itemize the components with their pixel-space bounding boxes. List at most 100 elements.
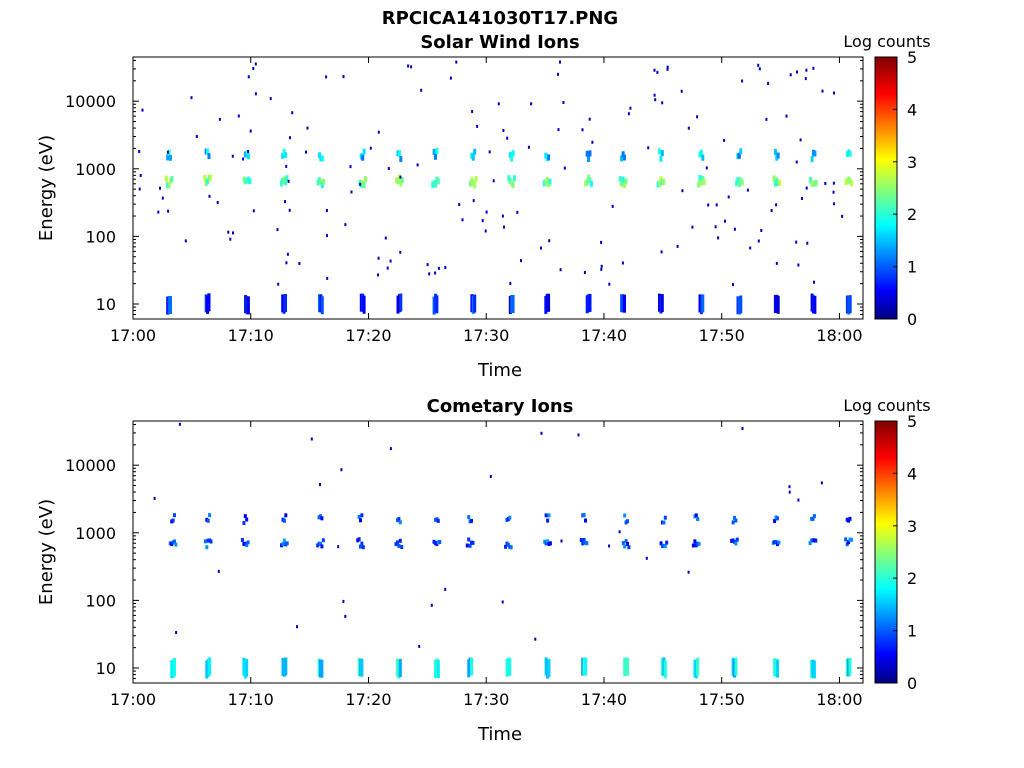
heatmap-cell	[342, 75, 345, 79]
heatmap-cell	[285, 261, 288, 265]
heatmap-cell	[242, 157, 245, 161]
heatmap-cell	[207, 153, 211, 160]
colorbar-tick-label: 1	[907, 622, 917, 641]
heatmap-cell	[174, 542, 178, 547]
heatmap-cell	[386, 266, 389, 270]
heatmap-cell	[588, 150, 592, 157]
heatmap-cell	[468, 543, 472, 548]
heatmap-cell	[320, 544, 324, 549]
heatmap-cell	[305, 150, 307, 154]
heatmap-cell	[850, 180, 854, 187]
heatmap-cell	[326, 276, 329, 280]
heatmap-cell	[654, 98, 657, 102]
heatmap-cell	[626, 541, 629, 546]
heatmap-cell	[660, 250, 663, 254]
heatmap-cell	[600, 240, 603, 244]
colorbar-tick-label: 5	[907, 48, 917, 67]
heatmap-cell	[435, 295, 439, 314]
heatmap-cell	[693, 539, 697, 544]
heatmap-cell	[629, 106, 632, 110]
heatmap-cell	[581, 128, 584, 132]
heatmap-cell	[544, 541, 548, 546]
heatmap-cell	[377, 256, 380, 260]
plot-area	[133, 421, 863, 683]
heatmap-cell	[438, 540, 442, 544]
heatmap-cell	[741, 79, 744, 83]
heatmap-cell	[325, 209, 328, 212]
heatmap-cell	[242, 521, 246, 525]
heatmap-cell	[681, 189, 684, 193]
heatmap-cell	[153, 496, 156, 500]
heatmap-cell	[349, 165, 352, 169]
heatmap-cell	[624, 539, 628, 544]
heatmap-cell	[723, 138, 726, 142]
heatmap-cell	[416, 163, 419, 167]
heatmap-cell	[777, 540, 781, 545]
heatmap-cell	[848, 295, 852, 314]
heatmap-cell	[735, 537, 739, 542]
heatmap-cell	[765, 117, 768, 121]
x-tick-label: 17:20	[345, 326, 391, 345]
heatmap-cell	[195, 135, 198, 138]
heatmap-cell	[291, 111, 294, 115]
heatmap-cell	[173, 539, 176, 544]
heatmap-cell	[161, 196, 164, 200]
heatmap-cell	[467, 537, 471, 542]
heatmap-cell	[511, 150, 515, 157]
heatmap-cell	[364, 176, 367, 183]
x-tick-label: 17:00	[110, 690, 156, 709]
heatmap-cell	[509, 281, 512, 285]
heatmap-cell	[758, 67, 761, 71]
heatmap-cell	[548, 239, 551, 243]
heatmap-cell	[138, 150, 141, 153]
heatmap-cell	[608, 544, 611, 548]
heatmap-cell	[546, 518, 550, 523]
heatmap-cell	[227, 230, 230, 234]
heatmap-cell	[699, 179, 703, 186]
heatmap-cell	[340, 468, 343, 472]
heatmap-cell	[559, 268, 562, 272]
heatmap-cell	[207, 293, 211, 312]
heatmap-cell	[627, 545, 631, 550]
heatmap-cell	[776, 152, 780, 159]
heatmap-cell	[559, 60, 561, 64]
heatmap-cell	[157, 210, 160, 214]
heatmap-cell	[437, 266, 440, 270]
heatmap-cell	[247, 150, 250, 153]
heatmap-cell	[848, 516, 852, 521]
colorbar-label: Log counts	[843, 32, 930, 51]
heatmap-cell	[809, 177, 813, 183]
heatmap-cell	[508, 152, 512, 159]
heatmap-cell	[455, 60, 458, 64]
heatmap-cell	[203, 174, 207, 181]
heatmap-cell	[282, 538, 286, 543]
heatmap-cell	[645, 556, 648, 560]
heatmap-cell	[805, 68, 808, 72]
heatmap-cell	[209, 539, 213, 544]
heatmap-cell	[820, 481, 823, 485]
heatmap-cell	[310, 437, 313, 441]
heatmap-cell	[511, 295, 515, 313]
heatmap-cell	[501, 214, 504, 218]
heatmap-cell	[660, 150, 664, 157]
heatmap-cell	[544, 513, 548, 518]
heatmap-cell	[296, 625, 298, 629]
heatmap-cell	[665, 540, 669, 545]
heatmap-cell	[583, 271, 586, 274]
x-tick-label: 17:10	[228, 326, 274, 345]
heatmap-cell	[246, 540, 250, 545]
heatmap-cell	[581, 541, 585, 546]
heatmap-cell	[789, 73, 792, 77]
heatmap-cell	[138, 187, 141, 191]
plot-area	[133, 57, 863, 319]
heatmap-cell	[582, 513, 586, 517]
y-tick-label: 1000	[75, 524, 116, 543]
heatmap-cell	[470, 657, 473, 676]
heatmap-cell	[540, 246, 542, 250]
heatmap-cell	[691, 225, 694, 229]
heatmap-cell	[282, 518, 286, 523]
heatmap-cell	[461, 218, 464, 222]
y-tick-label: 1000	[75, 160, 116, 179]
heatmap-cell	[167, 182, 171, 189]
heatmap-cell	[377, 130, 380, 134]
